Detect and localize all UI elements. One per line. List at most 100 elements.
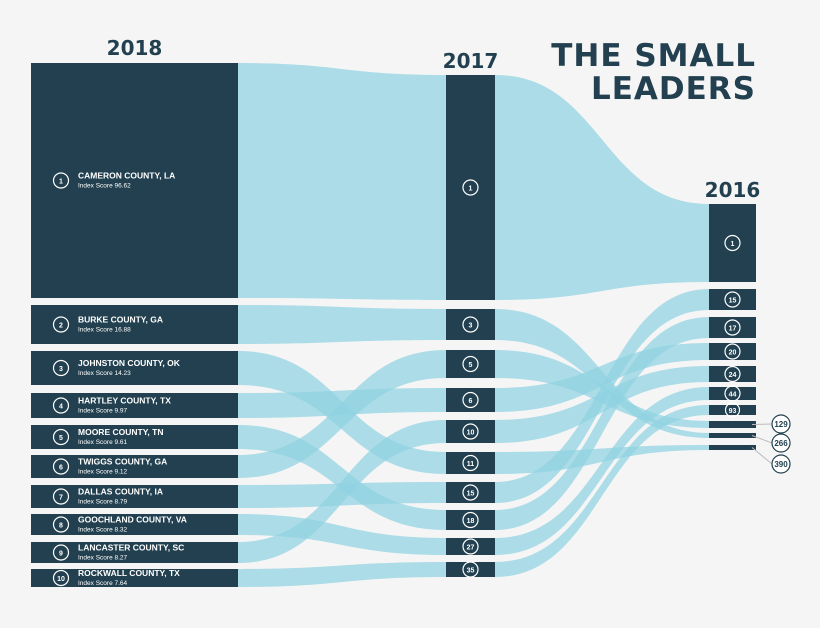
flow-2017-2016 (495, 366, 709, 443)
index-score-value: 8.79 (115, 499, 128, 506)
rank-2016-circle (724, 385, 741, 402)
rank-2018: 8 (59, 523, 63, 530)
index-score: Index Score 8.27 (78, 555, 128, 562)
leader-line (751, 423, 773, 425)
county-box-2018 (31, 485, 238, 508)
county-name: TWIGGS COUNTY, GA (78, 457, 167, 467)
index-score: Index Score 14.23 (78, 370, 131, 377)
rank-2018: 5 (59, 435, 63, 442)
rank-box-2016 (709, 289, 756, 310)
rank-2016: 390 (774, 460, 788, 469)
index-score-label: Index Score (78, 408, 113, 415)
county-box-2018 (31, 569, 238, 587)
rank-2018-circle (52, 316, 70, 333)
index-score-label: Index Score (78, 370, 113, 377)
rank-2018-circle (52, 544, 70, 561)
index-score-value: 14.23 (115, 370, 132, 377)
rank-box-2017 (446, 482, 495, 503)
rank-2017-circle (462, 423, 479, 440)
rank-2016: 17 (729, 326, 737, 333)
index-score-value: 9.97 (115, 408, 128, 415)
flow-2017-2016 (495, 343, 709, 412)
rank-2018: 10 (57, 576, 65, 583)
rank-2017: 18 (467, 518, 475, 525)
rank-2017: 27 (467, 545, 475, 552)
rank-box-2017 (446, 75, 495, 300)
rank-2018-circle (52, 397, 70, 414)
index-score-value: 96.62 (115, 183, 132, 190)
index-score-value: 16.88 (115, 327, 132, 334)
year-label: 2016 (705, 178, 761, 202)
year-label: 2017 (443, 49, 499, 73)
flow-2018-2017 (238, 420, 446, 563)
rank-2016: 1 (731, 241, 735, 248)
rank-2017-circle (462, 454, 479, 472)
rank-box-2016 (709, 445, 756, 450)
index-score-label: Index Score (78, 439, 113, 446)
index-score: Index Score 7.64 (78, 580, 128, 587)
rank-2017-circle (462, 511, 479, 529)
leader-line (751, 447, 773, 465)
rank-2016-circle (771, 454, 791, 474)
index-score: Index Score 9.61 (78, 439, 128, 446)
index-score: Index Score 9.97 (78, 408, 128, 415)
index-score-value: 9.12 (115, 469, 128, 476)
rank-2016-circle (724, 365, 741, 383)
rank-box-2016 (709, 343, 756, 360)
index-score: Index Score 8.32 (78, 527, 128, 534)
rank-2018: 4 (59, 404, 63, 411)
rank-2016-circle (724, 343, 741, 360)
index-score-value: 7.64 (115, 580, 128, 587)
rank-2017: 5 (469, 362, 473, 369)
rank-box-2017 (446, 420, 495, 443)
rank-2018-circle (52, 359, 70, 377)
title-line-2: LEADERS (590, 71, 756, 107)
rank-2018-circle (52, 516, 70, 533)
rank-box-2016 (709, 387, 756, 400)
rank-2018-circle (52, 569, 70, 587)
rank-2017-circle (462, 538, 479, 555)
index-score-label: Index Score (78, 527, 113, 534)
county-box-2018 (31, 393, 238, 418)
rank-box-2017 (446, 562, 495, 577)
index-score-label: Index Score (78, 580, 113, 587)
index-score-label: Index Score (78, 555, 113, 562)
flow-2018-2017 (238, 305, 446, 344)
rank-2017: 15 (467, 491, 475, 498)
rank-2016-circle (724, 234, 741, 252)
rank-2016-circle (724, 291, 741, 308)
county-box-2018 (31, 455, 238, 478)
county-box-2018 (31, 425, 238, 449)
rank-2017-circle (462, 179, 479, 196)
county-name: BURKE COUNTY, GA (78, 315, 163, 325)
index-score-value: 8.32 (115, 527, 128, 534)
rank-box-2016 (709, 421, 756, 428)
index-score-label: Index Score (78, 327, 113, 334)
rank-2017: 3 (469, 323, 473, 330)
rank-box-2016 (709, 204, 756, 282)
flow-2017-2016 (495, 75, 709, 300)
rank-2017: 6 (469, 398, 473, 405)
leader-line (751, 435, 773, 444)
rank-2016: 129 (774, 420, 788, 429)
rank-box-2016 (709, 317, 756, 338)
rank-2018: 7 (59, 495, 63, 502)
index-score-label: Index Score (78, 469, 113, 476)
rank-2017-circle (462, 561, 479, 578)
flows (238, 63, 709, 587)
rank-2018-circle (52, 488, 70, 505)
rank-2016: 93 (729, 408, 737, 415)
rank-2016-circle (724, 319, 741, 336)
county-name: ROCKWALL COUNTY, TX (78, 568, 180, 578)
rank-box-2016 (709, 366, 756, 382)
index-score: Index Score 8.79 (78, 499, 128, 506)
rank-2018: 9 (59, 551, 63, 558)
flow-2017-2016 (495, 317, 709, 530)
rank-box-2016 (709, 405, 756, 415)
rank-box-2017 (446, 510, 495, 530)
rank-2017: 10 (467, 430, 475, 437)
index-score-value: 8.27 (115, 555, 128, 562)
rank-2018-circle (52, 428, 70, 446)
county-box-2018 (31, 542, 238, 563)
rank-2017: 35 (467, 568, 475, 575)
